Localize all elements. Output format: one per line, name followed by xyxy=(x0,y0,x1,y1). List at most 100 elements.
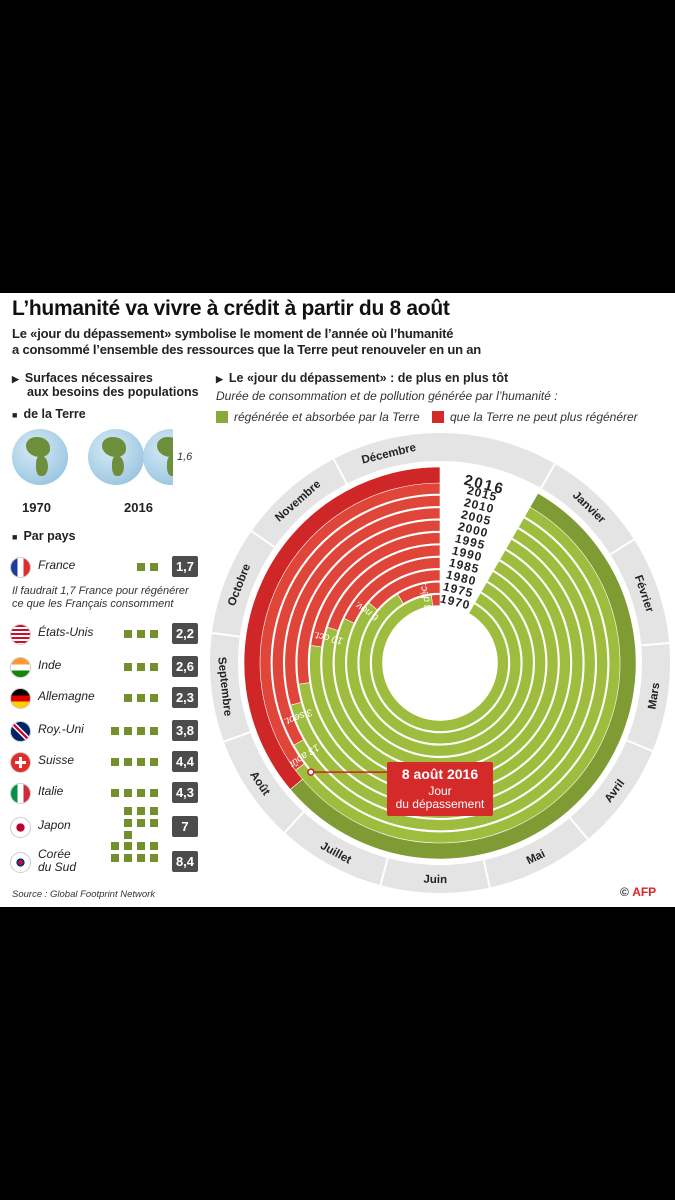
ring-deficit-1985 xyxy=(343,557,441,624)
france-flag-icon xyxy=(10,557,31,578)
subtitle-line-2: a consommé l’ensemble des ressources que… xyxy=(12,342,482,357)
month-label: Mars xyxy=(647,682,663,710)
earth-heading: ■ de la Terre xyxy=(12,407,86,421)
ring-regenerated-1970 xyxy=(371,594,509,732)
surface-square xyxy=(124,789,132,797)
country-value-badge: 8,4 xyxy=(172,851,198,872)
ring-deficit-2005 xyxy=(284,507,441,706)
surface-square xyxy=(137,563,145,571)
ring-deficit-1980 xyxy=(368,569,441,611)
japan-flag-icon xyxy=(10,817,31,838)
ring-deficit-1990 xyxy=(327,544,441,631)
surface-square xyxy=(150,758,158,766)
country-name: États-Unis xyxy=(38,625,94,639)
surface-square xyxy=(111,789,119,797)
country-name: Corée du Sud xyxy=(38,847,77,874)
subtitle-line-1: Le «jour du dépassement» symbolise le mo… xyxy=(12,326,454,341)
usa-flag-icon xyxy=(10,624,31,645)
month-tick xyxy=(569,817,589,840)
country-value-badge: 2,6 xyxy=(172,656,198,677)
surface-square xyxy=(137,694,145,702)
month-tick xyxy=(609,538,635,556)
country-value-badge: 1,7 xyxy=(172,556,198,577)
month-tick xyxy=(379,857,389,886)
surface-square xyxy=(137,663,145,671)
triangle-icon: ▶ xyxy=(12,374,19,384)
india-flag-icon xyxy=(10,657,31,678)
korea-flag-icon xyxy=(10,852,31,873)
callout-line-2: du dépassement xyxy=(396,797,485,811)
surface-square xyxy=(137,630,145,638)
left-heading-line-2: aux besoins des populations xyxy=(27,385,199,399)
country-heading: ■ Par pays xyxy=(12,529,76,543)
surface-square xyxy=(124,842,132,850)
surface-square xyxy=(150,842,158,850)
globe-count-2016: 1,6 xyxy=(177,451,193,463)
surface-square xyxy=(137,807,145,815)
right-heading-label: Le «jour du dépassement» : de plus en pl… xyxy=(228,371,509,385)
left-heading: ▶ Surfaces nécessaires xyxy=(12,371,153,385)
globe-icon xyxy=(88,429,144,485)
country-name: Roy.-Uni xyxy=(38,722,84,736)
right-description: Durée de consommation et de pollution gé… xyxy=(216,389,558,403)
legend-swatch-red xyxy=(432,411,444,423)
partial-globe xyxy=(143,429,173,485)
country-name: Allemagne xyxy=(38,689,95,703)
country-value-badge: 4,3 xyxy=(172,782,198,803)
month-tick xyxy=(332,458,348,485)
month-tick xyxy=(223,731,251,743)
surface-square xyxy=(111,842,119,850)
country-value-badge: 3,8 xyxy=(172,720,198,741)
country-heading-label: Par pays xyxy=(23,529,76,543)
callout-marker xyxy=(307,768,315,776)
country-value-badge: 2,2 xyxy=(172,623,198,644)
surface-square xyxy=(150,727,158,735)
germany-flag-icon xyxy=(10,688,31,709)
ring-deficit-2010 xyxy=(272,495,441,746)
callout-box xyxy=(387,762,493,816)
country-row: Suisse 4,4 xyxy=(0,750,210,774)
surface-square xyxy=(111,727,119,735)
square-bullet-icon: ■ xyxy=(12,410,18,420)
surface-square xyxy=(124,630,132,638)
page-title: L’humanité va vivre à crédit à partir du… xyxy=(12,297,450,320)
overshoot-ring-chart: 2016201520102005200019951990198519801975… xyxy=(209,433,670,894)
ring-deficit-2015 xyxy=(259,482,441,771)
surface-square xyxy=(124,854,132,862)
france-note-line-2: ce que les Français consomment xyxy=(12,598,174,610)
surface-square xyxy=(150,789,158,797)
surface-square xyxy=(137,758,145,766)
surface-square xyxy=(137,854,145,862)
callout-title: 8 août 2016 xyxy=(402,766,478,782)
uk-flag-icon xyxy=(10,721,31,742)
france-note-line-1: Il faudrait 1,7 France pour régénérer xyxy=(12,585,189,597)
infographic-card: L’humanité va vivre à crédit à partir du… xyxy=(0,293,675,907)
legend-label-green: régénérée et absorbée par la Terre xyxy=(234,410,420,424)
italy-flag-icon xyxy=(10,783,31,804)
switzerland-flag-icon xyxy=(10,752,31,773)
country-row: Corée du Sud 8,4 xyxy=(0,842,210,874)
triangle-icon: ▶ xyxy=(216,374,223,384)
ring-regenerated-1975 xyxy=(358,592,522,745)
surface-square xyxy=(137,789,145,797)
source-note: Source : Global Footprint Network xyxy=(12,889,156,900)
ring-deficit-2000 xyxy=(296,519,441,685)
surface-square xyxy=(150,663,158,671)
country-name: Italie xyxy=(38,784,64,798)
surface-square xyxy=(124,727,132,735)
surface-square xyxy=(124,694,132,702)
month-label: Juin xyxy=(423,874,447,887)
ring-deficit-1975 xyxy=(397,581,441,604)
surface-square xyxy=(137,819,145,827)
month-tick xyxy=(641,641,670,647)
surface-square xyxy=(150,854,158,862)
country-row: États-Unis 2,2 xyxy=(0,622,210,646)
surface-square xyxy=(124,831,132,839)
callout-line-1: Jour xyxy=(428,784,451,798)
surface-square xyxy=(137,842,145,850)
earth-heading-label: de la Terre xyxy=(23,407,86,421)
country-row: Italie 4,3 xyxy=(0,781,210,805)
month-tick xyxy=(211,631,240,638)
surface-square xyxy=(137,727,145,735)
country-name: Japon xyxy=(38,818,71,832)
